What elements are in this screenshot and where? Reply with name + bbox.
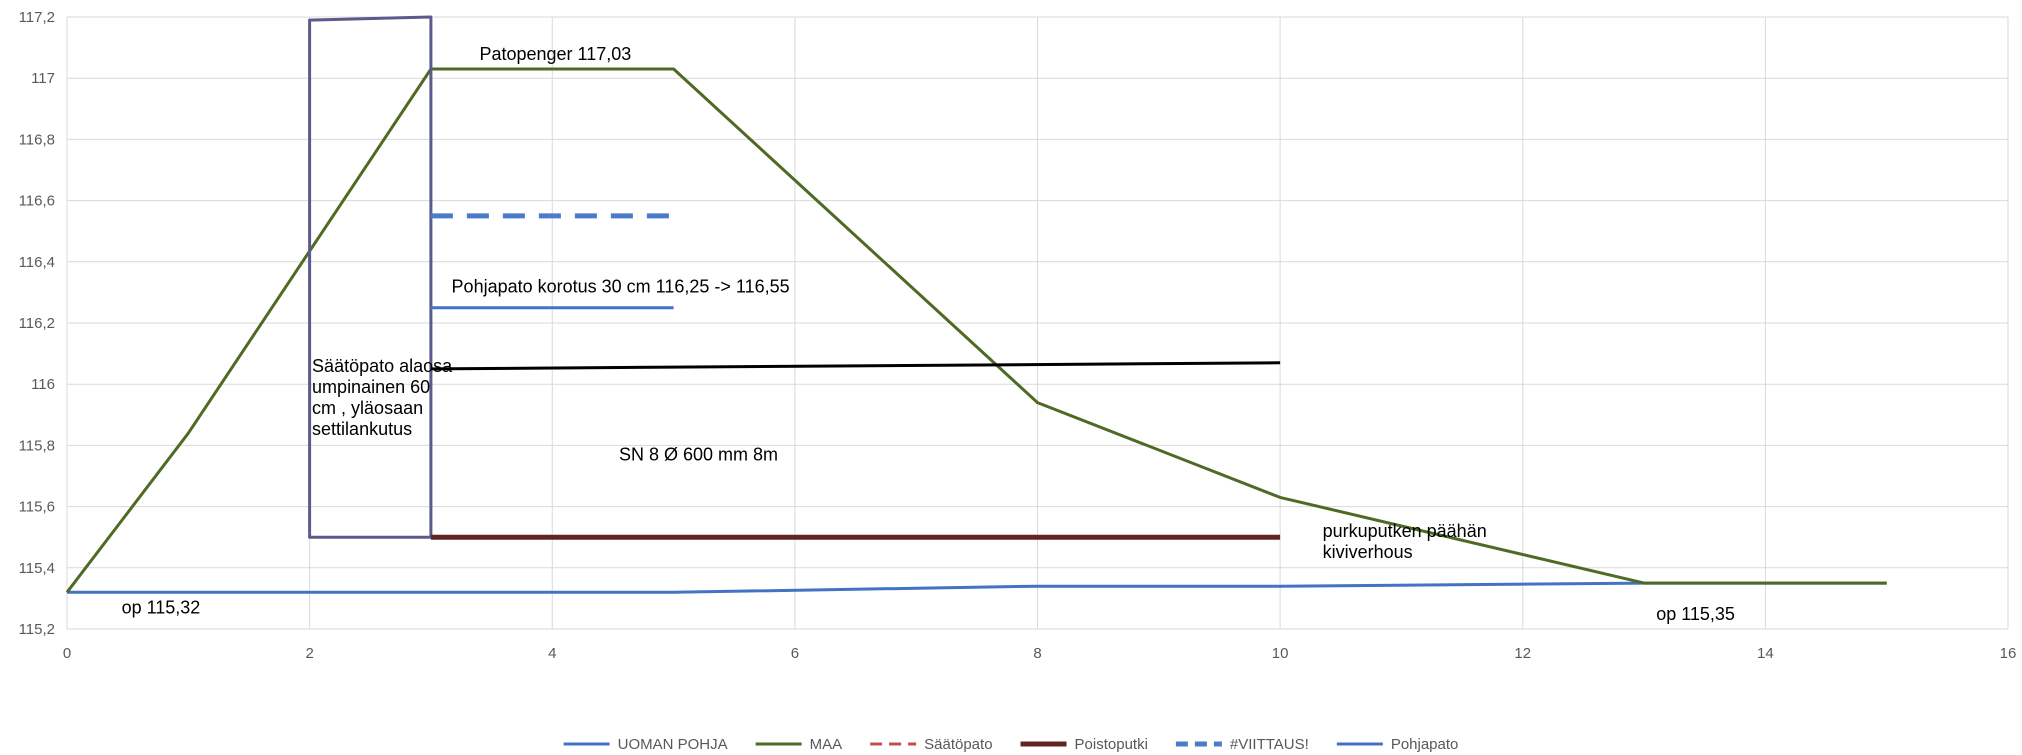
x-tick-label: 8 — [1033, 645, 1041, 662]
annotation-line: Patopenger 117,03 — [479, 44, 631, 64]
annotation-patopenger: Patopenger 117,03 — [479, 44, 631, 64]
annotation-pohjapato-korotus: Pohjapato korotus 30 cm 116,25 -> 116,55 — [452, 276, 790, 296]
axes: 115,2 115,4 115,6 115,8 116 116,2 116,4 116,6 11… — [19, 9, 2017, 662]
legend-label-s-t-pato: Säätöpato — [924, 736, 992, 753]
series-line-maa — [65, 67, 1887, 594]
legend-label-poistoputki: Poistoputki — [1075, 736, 1148, 753]
y-tick-label: 115,4 — [19, 560, 55, 577]
annotation-line: settilankutus — [312, 419, 412, 439]
annotation-line: umpinainen 60 — [312, 377, 430, 397]
legend-label-maa: MAA — [810, 736, 843, 753]
annotation-line: SN 8 Ø 600 mm 8m — [619, 445, 778, 465]
x-tick-label: 10 — [1272, 645, 1289, 662]
annotation-sn8: SN 8 Ø 600 mm 8m — [619, 445, 778, 465]
y-tick-label: 115,2 — [19, 621, 55, 638]
y-tick-label: 116,4 — [19, 254, 55, 271]
annotation-op-left: op 115,32 — [122, 598, 201, 618]
annotation-line: Säätöpato alaosa — [312, 356, 453, 376]
y-tick-label: 117 — [31, 70, 55, 87]
legend-label-pohjapato: Pohjapato — [1391, 736, 1459, 753]
annotation-line: op 115,35 — [1656, 604, 1735, 624]
annotation-line: Pohjapato korotus 30 cm 116,25 -> 116,55 — [452, 276, 790, 296]
annotations: Patopenger 117,03 Pohjapato korotus 30 cm… — [122, 44, 1735, 624]
y-tick-label: 116 — [31, 376, 55, 393]
legend: UOMAN POHJA MAA Säätöpato Poistoputki #VIITT… — [563, 736, 1459, 753]
x-tick-label: 4 — [548, 645, 556, 662]
x-tick-label: 6 — [791, 645, 799, 662]
annotation-line: kiviverhous — [1323, 542, 1413, 562]
y-tick-label: 116,8 — [19, 131, 55, 148]
annotation-line: cm , yläosaan — [312, 398, 423, 418]
x-tick-label: 14 — [1757, 645, 1774, 662]
annotation-op-right: op 115,35 — [1656, 604, 1735, 624]
y-tick-label: 116,6 — [19, 193, 55, 210]
legend-label-uoman-pohja: UOMAN POHJA — [618, 736, 728, 753]
x-tick-label: 12 — [1514, 645, 1531, 662]
series-line-unnamed-6 — [430, 361, 1281, 371]
x-tick-label: 2 — [305, 645, 313, 662]
y-tick-label: 115,6 — [19, 499, 55, 516]
annotation-line: purkuputken päähän — [1323, 521, 1487, 541]
annotation-line: op 115,32 — [122, 598, 201, 618]
legend-label-viittaus: #VIITTAUS! — [1230, 736, 1309, 753]
y-tick-label: 116,2 — [19, 315, 55, 332]
series-line-s-t-pato — [308, 15, 433, 539]
y-tick-label: 115,8 — [19, 437, 55, 454]
series-lines — [65, 15, 1887, 594]
annotation-purkuputken: purkuputken päähän kiviverhous — [1323, 521, 1487, 562]
x-tick-label: 0 — [63, 645, 71, 662]
annotation-saatopato-note: Säätöpato alaosa umpinainen 60 cm , yläosa… — [312, 356, 453, 439]
series-line-uoman-pohja — [67, 581, 1887, 594]
y-tick-label: 117,2 — [19, 9, 55, 26]
x-tick-label: 16 — [2000, 645, 2017, 662]
